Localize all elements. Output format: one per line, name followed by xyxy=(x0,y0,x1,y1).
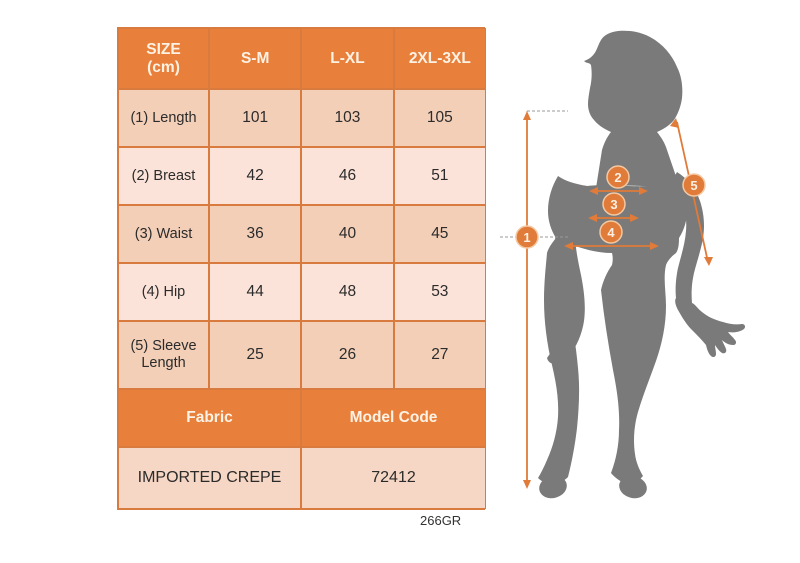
svg-text:2: 2 xyxy=(614,170,621,185)
svg-text:1: 1 xyxy=(523,230,530,245)
svg-text:3: 3 xyxy=(610,197,617,212)
svg-text:4: 4 xyxy=(607,225,615,240)
svg-text:5: 5 xyxy=(690,178,697,193)
